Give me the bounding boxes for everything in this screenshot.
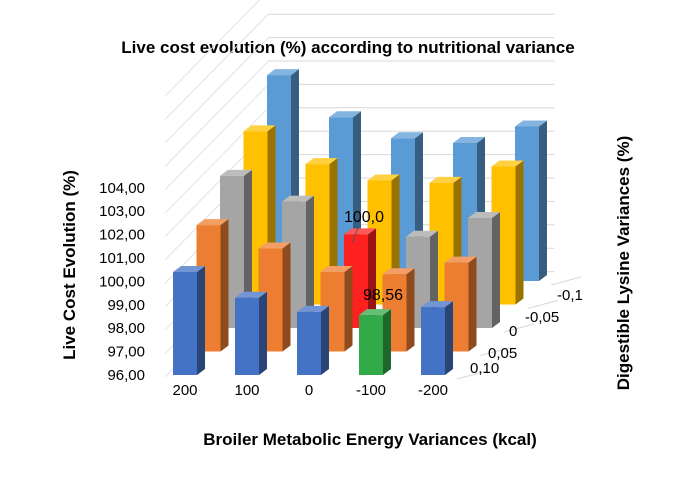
chart-title: Live cost evolution (%) according to nut… [121,38,575,57]
z-tick-label: -0,1 [557,287,583,304]
bar [297,305,329,375]
bar-top [235,291,267,298]
bar-side [368,228,376,328]
bar-top [367,174,400,181]
bar-top [344,228,376,235]
side-gridline [164,107,269,214]
bar-side [515,160,524,305]
y-tick-label: 102,00 [99,227,145,244]
bar-side [383,309,391,375]
bar-top [382,268,415,275]
y-tick-label: 104,00 [99,180,145,197]
bar-side [539,120,547,281]
bar-front [235,297,259,375]
bar [235,291,267,375]
bar-side [344,265,353,352]
bar-top [468,212,500,219]
bar [382,268,415,352]
bar-top [359,309,391,316]
bar-top [391,132,423,139]
bar-side [468,256,477,352]
bar-side [445,301,453,375]
floor-gridline [456,370,488,380]
bar-top [196,219,229,226]
bar-front [421,307,445,375]
y-tick-label: 100,00 [99,273,145,290]
bar-side [220,219,229,352]
bar [421,301,453,375]
bar-top [297,305,329,312]
z-tick-label: 0,10 [470,360,499,377]
bar-top [173,266,205,273]
y-tick-label: 103,00 [99,203,145,220]
bar [173,266,205,375]
x-tick-label: 200 [172,382,197,399]
y-axis-title: Live Cost Evolution (%) [60,170,79,360]
bar-top [258,242,291,249]
floor-gridline [480,347,511,356]
side-gridline [164,37,269,144]
bar-side [259,291,267,375]
bar-top [406,230,438,237]
bar-side [244,169,252,328]
bar-side [406,268,415,352]
bar-top [515,120,547,127]
annotation-leader [351,227,359,244]
bar-top [320,265,353,272]
bar-side [492,212,500,328]
bar-front [297,311,321,375]
floor-gridline [550,276,582,286]
bar-side [197,266,205,375]
x-tick-label: -100 [356,382,386,399]
y-tick-label: 101,00 [99,250,145,267]
bar-top [453,136,485,143]
y-tick-label: 96,00 [107,367,145,384]
bar [282,195,314,328]
floor-gridline [503,323,535,333]
bar-front [359,315,383,375]
bar-top [329,111,361,118]
bar-side [282,242,291,352]
annotation-label: 100,0 [344,209,384,226]
z-tick-label: -0,05 [525,309,559,326]
z-axis-title: Digestible Lysine Variances (%) [614,135,633,391]
bar-side [321,305,329,375]
bar-top [267,69,299,76]
bar-top [220,169,252,176]
floor-gridline [527,300,558,309]
z-tick-label: 0 [509,323,517,340]
annotation-label: 98,56 [363,287,403,304]
side-gridline [164,13,269,120]
y-tick-label: 99,00 [107,297,145,314]
z-tick-label: 0,05 [488,345,517,362]
bar-top [282,195,314,202]
bar-top [421,301,453,308]
bar-top [243,125,276,132]
y-tick-label: 97,00 [107,344,145,361]
side-gridline [164,0,261,97]
bar-side [306,195,314,328]
bar-top [444,256,477,263]
side-gridline [164,60,269,167]
bar [359,309,391,375]
bar-top [305,158,338,165]
y-tick-label: 98,00 [107,320,145,337]
x-tick-label: -200 [418,382,448,399]
x-axis-title: Broiler Metabolic Energy Variances (kcal… [203,430,537,449]
x-tick-label: 100 [234,382,259,399]
side-gridline [164,84,269,191]
bar-top [491,160,524,167]
bar-top [429,176,462,183]
bar-front [173,272,197,375]
x-tick-label: 0 [305,382,313,399]
